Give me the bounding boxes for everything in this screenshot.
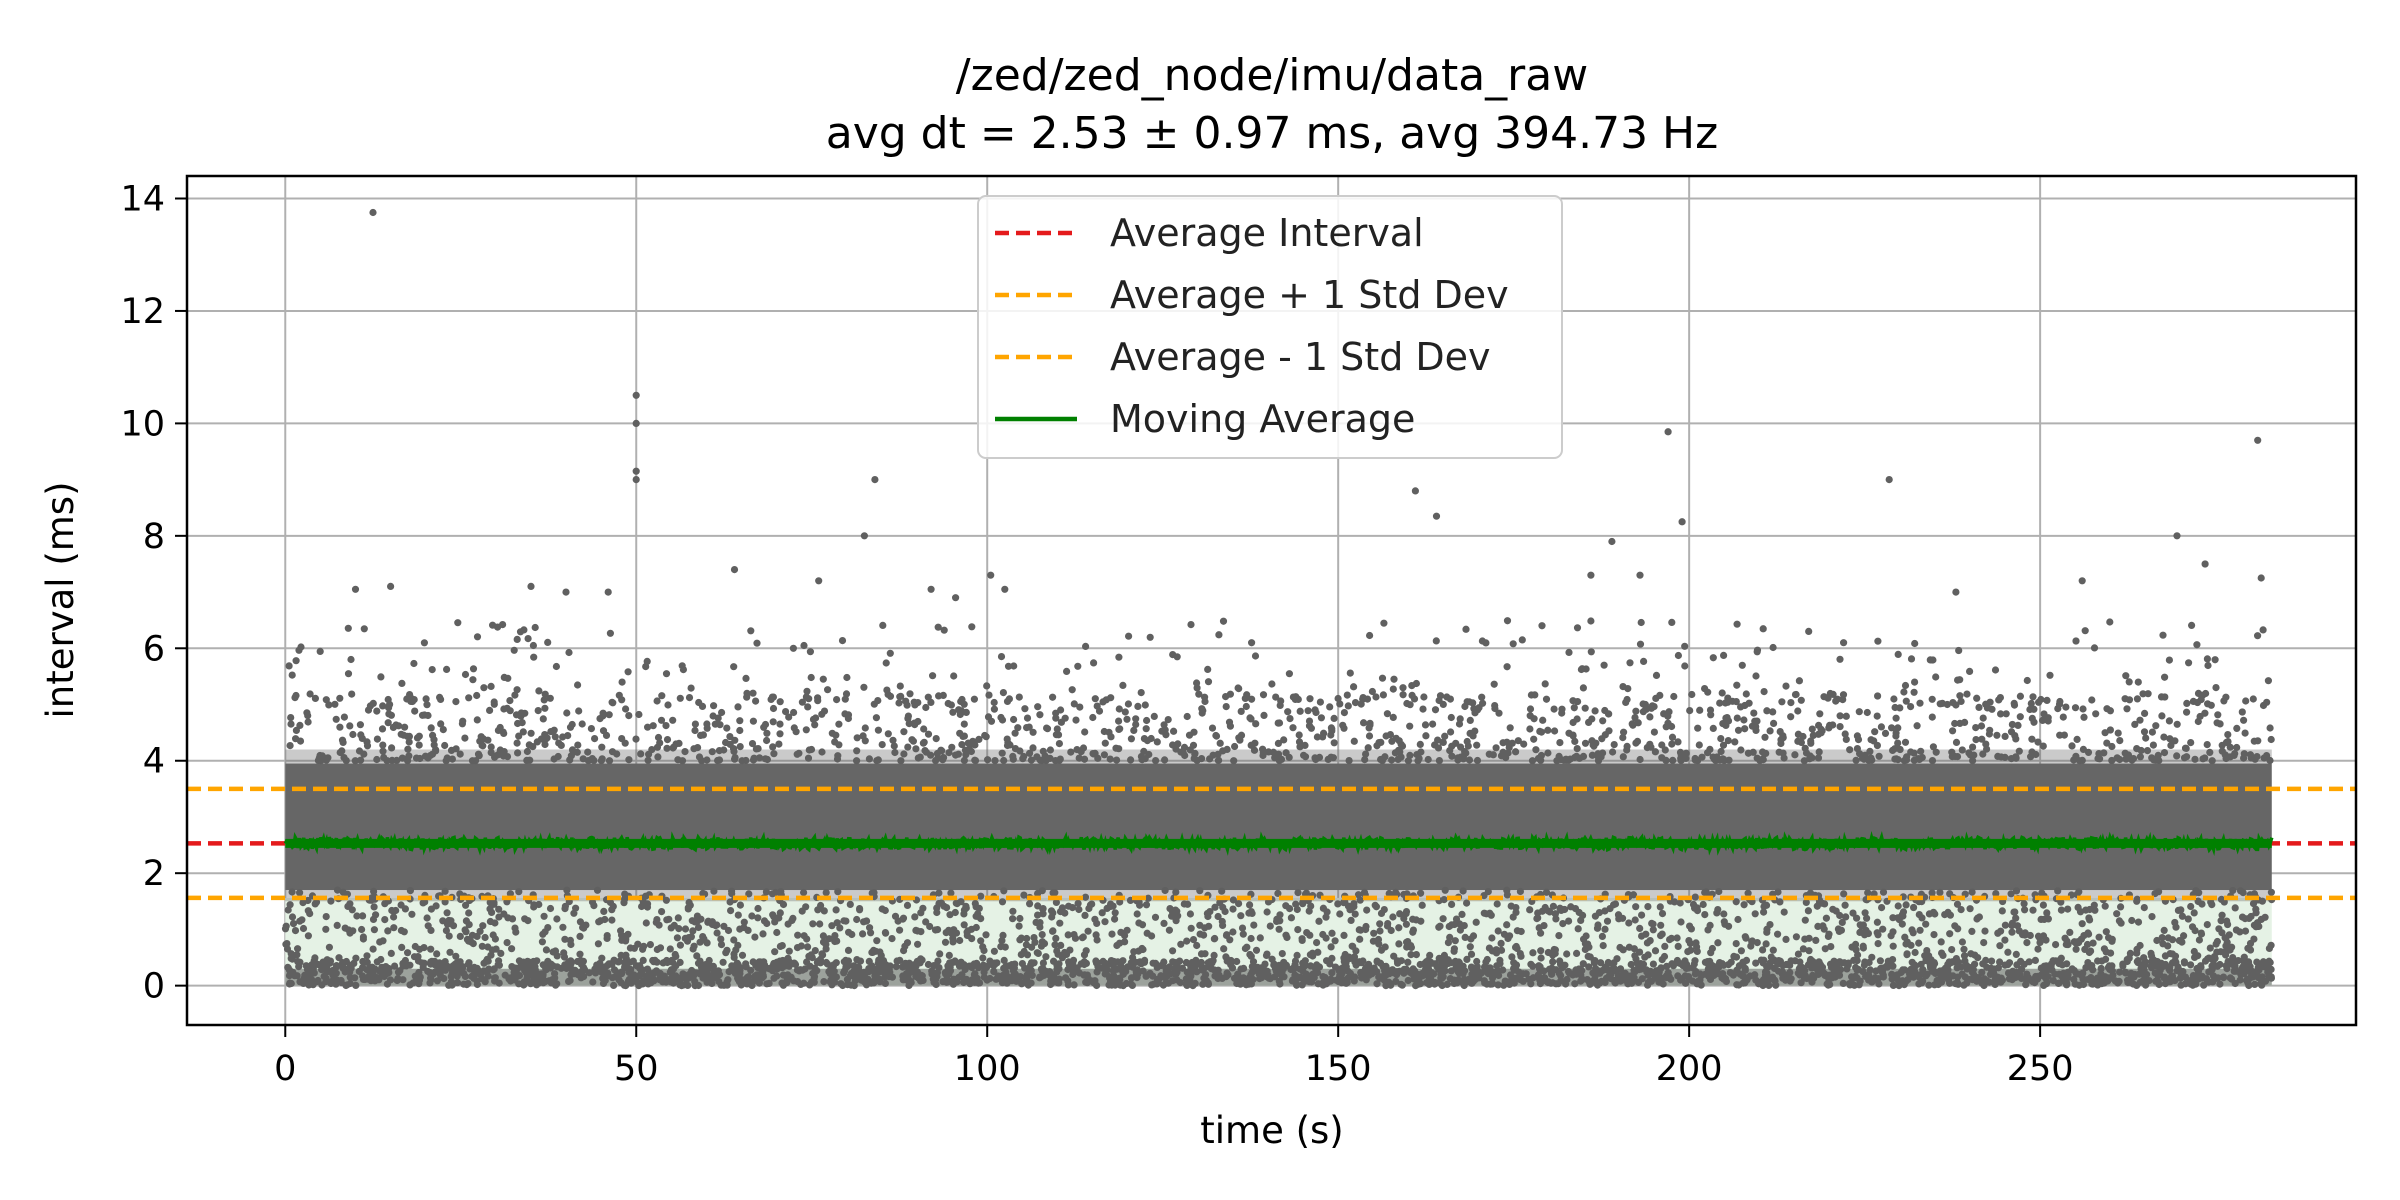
y-tick-label: 2 — [143, 854, 165, 894]
y-tick-label: 0 — [143, 967, 165, 1007]
x-axis-label: time (s) — [1200, 1109, 1344, 1152]
legend: Average Interval Average + 1 Std Dev Ave… — [977, 195, 1563, 459]
y-tick-label: 4 — [143, 742, 165, 782]
legend-item-moving-average: Moving Average — [995, 397, 1415, 441]
y-axis-label: interval (ms) — [39, 481, 82, 718]
legend-item-average-minus-std: Average - 1 Std Dev — [995, 335, 1491, 379]
x-tick-label: 100 — [954, 1049, 1021, 1089]
plot-frame — [185, 174, 2358, 1027]
x-tick-label: 150 — [1305, 1049, 1372, 1089]
chart-subtitle: avg dt = 2.53 ± 0.97 ms, avg 394.73 Hz — [826, 108, 1719, 159]
x-tick-label: 200 — [1656, 1049, 1723, 1089]
chart-title: /zed/zed_node/imu/data_raw — [956, 50, 1588, 101]
y-tick-label: 14 — [120, 179, 165, 219]
legend-item-average-interval: Average Interval — [995, 211, 1424, 255]
x-axis-ticks: 0 50 100 150 200 250 — [274, 1025, 2074, 1089]
legend-box — [977, 195, 1563, 459]
legend-label: Moving Average — [1110, 397, 1415, 441]
y-tick-label: 12 — [120, 292, 165, 332]
y-tick-label: 8 — [143, 517, 165, 557]
legend-item-average-plus-std: Average + 1 Std Dev — [995, 273, 1509, 317]
legend-label: Average - 1 Std Dev — [1110, 335, 1491, 379]
y-tick-label: 10 — [120, 404, 165, 444]
y-axis-ticks: 0 2 4 6 8 10 12 14 — [120, 179, 187, 1007]
x-tick-label: 50 — [614, 1049, 659, 1089]
dense-sample-band — [285, 763, 2272, 891]
moving-average-series — [283, 830, 2274, 856]
legend-label: Average Interval — [1110, 211, 1424, 255]
x-tick-label: 0 — [274, 1049, 296, 1089]
legend-label: Average + 1 Std Dev — [1110, 273, 1509, 317]
y-tick-label: 6 — [143, 629, 165, 669]
data-bands — [285, 749, 2272, 986]
moving-average-core — [285, 838, 2272, 848]
x-tick-label: 250 — [2007, 1049, 2074, 1089]
